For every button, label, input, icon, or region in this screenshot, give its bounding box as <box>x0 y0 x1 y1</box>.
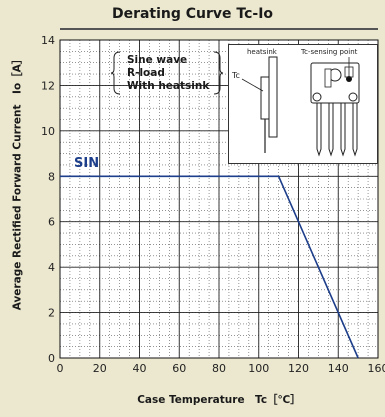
y-tick-label: 4 <box>48 261 55 274</box>
x-tick-label: 80 <box>212 362 226 375</box>
plot-frame <box>59 39 379 359</box>
device-drawing <box>241 56 360 157</box>
title-underline <box>60 28 378 30</box>
y-tick-label: 12 <box>41 79 55 92</box>
y-tick-label: 14 <box>41 34 55 47</box>
y-tick-label: 8 <box>48 170 55 183</box>
condition-line-3: With heatsink <box>127 80 210 92</box>
sensing-point-label: Tc-sensing point <box>301 48 358 56</box>
sensing-point-dot <box>346 76 352 82</box>
x-tick-label: 100 <box>248 362 269 375</box>
x-tick-label: 120 <box>288 362 309 375</box>
y-ticks: 0 2 4 6 8 10 12 14 <box>41 34 55 365</box>
series-label-sin: SIN <box>74 156 100 171</box>
y-tick-label: 6 <box>48 216 55 229</box>
x-tick-label: 60 <box>172 362 186 375</box>
y-tick-label: 10 <box>41 125 55 138</box>
x-tick-label: 20 <box>93 362 107 375</box>
mounting-diagram: heatsink Tc-sensing point Tc <box>228 44 378 164</box>
condition-brackets <box>110 51 224 95</box>
tc-label: Tc <box>232 71 240 80</box>
series-line-sin <box>60 175 359 359</box>
y-tick-label: 0 <box>48 352 55 365</box>
y-axis-label: Average Rectified Forward Current Io［A］ <box>11 53 24 311</box>
y-tick-label: 2 <box>48 307 55 320</box>
x-tick-label: 160 <box>368 362 385 375</box>
x-axis-label: Case Temperature Tc［℃］ <box>137 394 301 406</box>
chart-title: Derating Curve Tc-Io <box>111 6 274 22</box>
package-front-shape <box>310 62 360 104</box>
series-layer <box>60 175 359 359</box>
condition-box: Sine wave R-load With heatsink <box>117 54 237 93</box>
condition-line-2: R-load <box>127 67 165 79</box>
x-tick-label: 0 <box>57 362 64 375</box>
condition-line-1: Sine wave <box>127 54 188 66</box>
x-tick-label: 140 <box>328 362 349 375</box>
heatsink-plate-shape <box>268 56 278 138</box>
device-side-shape <box>260 76 270 120</box>
heatsink-label: heatsink <box>247 48 277 56</box>
x-ticks: 0 20 40 60 80 100 120 140 160 <box>57 362 385 375</box>
x-tick-label: 40 <box>133 362 147 375</box>
